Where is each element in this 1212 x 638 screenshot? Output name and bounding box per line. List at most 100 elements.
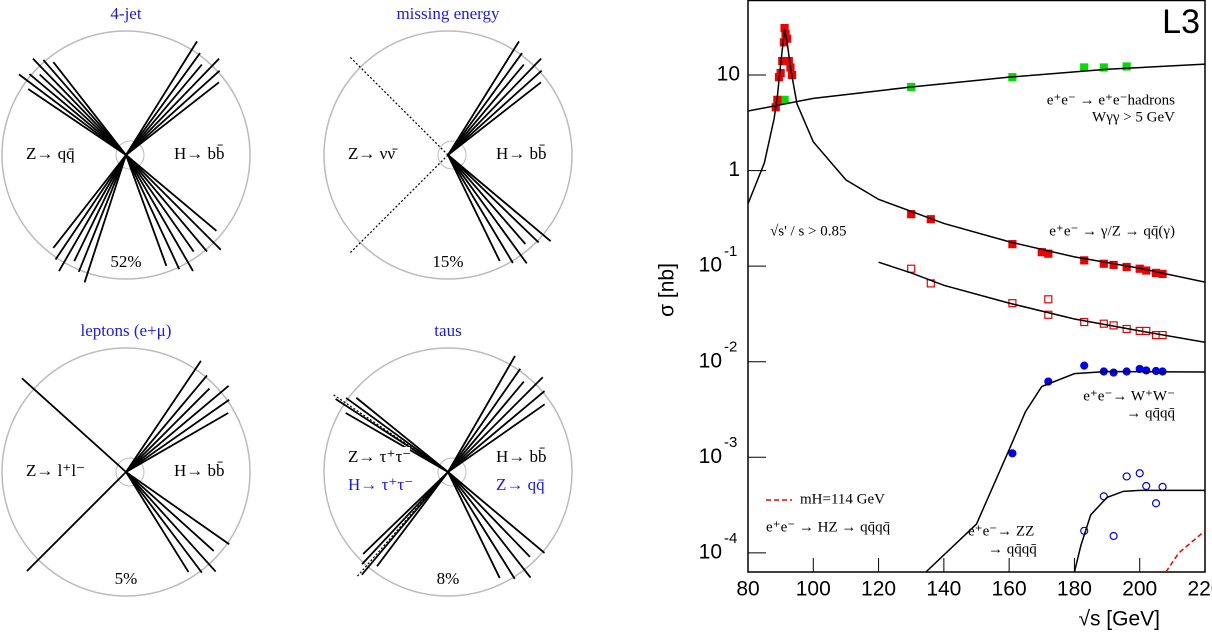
x-tick-label: 80 (736, 578, 759, 601)
curve (748, 63, 1205, 112)
jet-track (125, 398, 230, 473)
event-circle (1, 347, 251, 597)
jet-track (345, 397, 449, 473)
jet-track (125, 374, 208, 473)
marker (1142, 366, 1151, 375)
x-axis-label: √s [GeV] (1078, 608, 1160, 631)
legend-label: mH=114 GeV (800, 491, 885, 507)
event-circle (1, 30, 251, 280)
jet-track (447, 154, 540, 244)
jet-track (125, 70, 221, 156)
jet-track (28, 73, 127, 156)
x-tick-label: 140 (926, 578, 961, 601)
jet-track (447, 471, 516, 580)
jet-track (361, 471, 449, 565)
jet-track (125, 57, 220, 156)
fraction: 5% (115, 569, 138, 588)
fraction: 8% (437, 569, 460, 588)
marker (907, 264, 916, 273)
jet-track (52, 154, 127, 249)
jet-track (125, 154, 181, 270)
fraction: 15% (432, 252, 463, 271)
marker (1044, 295, 1053, 304)
x-tick-label: 180 (1057, 578, 1092, 601)
y-tick-exponent: -4 (724, 530, 737, 547)
marker (1122, 62, 1131, 71)
jet-track (125, 154, 217, 232)
panel-title: missing energy (396, 4, 500, 23)
annotation: e⁺e⁻ → HZ → qq̄qq̄ (766, 519, 891, 535)
jet-track (125, 471, 217, 573)
marker (1080, 256, 1089, 265)
marker (1109, 368, 1118, 377)
missing-track (355, 471, 449, 579)
jet-track (447, 70, 543, 156)
vertex-circle (437, 457, 467, 487)
jet-track (447, 471, 546, 554)
lepton-track (21, 377, 127, 473)
jet-track (335, 398, 449, 473)
jet-track (447, 355, 516, 473)
annotation: → qq̄qq̄ (1126, 405, 1175, 421)
annotation: √s' / s > 0.85 (770, 223, 847, 239)
missing-track (348, 55, 449, 156)
jet-track (42, 59, 127, 156)
jet-track (125, 412, 229, 473)
x-tick-label: 100 (796, 578, 831, 601)
annotation: e⁺e⁻→ W⁺W⁻ (1083, 388, 1175, 404)
label-bg (26, 144, 88, 166)
jet-track (125, 154, 168, 267)
jet-track (83, 154, 127, 283)
jet-track (447, 154, 514, 264)
missing-track (348, 154, 449, 255)
y-tick-label: 10 (699, 445, 722, 468)
jet-track (447, 390, 546, 473)
jet-track (447, 368, 522, 473)
marker (1135, 469, 1144, 478)
jet-track (125, 64, 203, 156)
jet-track (52, 61, 127, 156)
fraction: 52% (110, 252, 141, 271)
y-tick-exponent: -2 (724, 339, 737, 356)
right-label: H→ bb̄ (174, 144, 225, 163)
jet-track (125, 385, 230, 473)
jet-track (125, 471, 203, 574)
jet-track (361, 471, 449, 576)
label-bg (348, 447, 410, 497)
vertex-circle (115, 457, 145, 487)
annotation: e⁺e⁻ → e⁺e⁻hadrons (1047, 92, 1175, 108)
marker (1008, 240, 1017, 249)
jet-track (125, 154, 208, 253)
annotation: L3 (1162, 3, 1200, 41)
label-bg (26, 461, 88, 483)
y-tick-label: 10 (717, 63, 740, 86)
marker (1008, 449, 1017, 458)
jet-track (125, 154, 195, 253)
jet-track (362, 471, 449, 555)
marker (1109, 531, 1118, 541)
jet-track (125, 471, 190, 573)
jet-track (447, 471, 501, 579)
label-bg (494, 447, 550, 497)
right-label: Z→ qq̄ (496, 475, 545, 494)
right-label: H→ bb̄ (496, 447, 547, 466)
y-tick-label: 1 (728, 158, 740, 181)
plot-frame (747, 0, 1206, 573)
marker (1080, 361, 1089, 370)
annotation: e⁺e⁻→ ZZ (968, 523, 1034, 539)
x-tick-label: 200 (1122, 578, 1157, 601)
y-axis-label: σ [nb] (656, 263, 679, 317)
annotation: e⁺e⁻ → γ/Z → qq̄(γ) (1049, 223, 1175, 239)
y-tick-label: 10 (699, 540, 722, 563)
jet-track (125, 471, 230, 546)
jet-track (125, 471, 215, 552)
jet-track (77, 154, 127, 273)
plot-area (748, 23, 1205, 572)
jet-track (345, 412, 449, 473)
label-bg (348, 144, 410, 166)
missing-track (331, 393, 449, 473)
vertex-circle (437, 140, 467, 170)
label-bg (172, 461, 228, 483)
curve (925, 370, 1205, 572)
